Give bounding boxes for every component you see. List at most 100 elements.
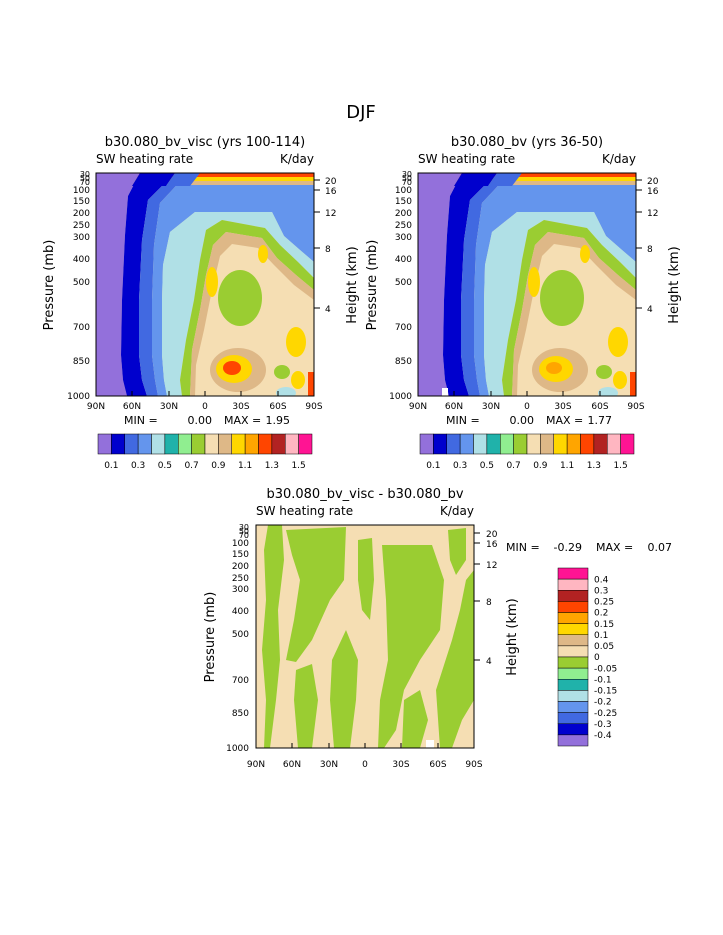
panel-2-max-label: MAX = — [546, 414, 583, 427]
colorbar-swatch — [298, 433, 313, 455]
panel-2-contour-fill — [598, 387, 618, 396]
x-tick-label: 30N — [320, 760, 338, 770]
colorbar-swatch — [446, 433, 461, 455]
colorbar-swatch — [486, 433, 501, 455]
x-tick-label: 30N — [482, 402, 500, 412]
panel-2-pressure-axis: 30 50 70 100 150 200 250 300 400 500 700… — [365, 170, 412, 402]
panel-3-contour-fill — [426, 740, 434, 748]
panel-3-contour-fill — [294, 664, 318, 748]
x-tick-label: 30S — [392, 760, 409, 770]
panel-3-min-label: MIN = — [506, 541, 540, 554]
colorbar-swatch — [124, 433, 139, 455]
panel-2-x-axis: 90N 60N 30N 0 30S 60S 90S — [409, 391, 645, 412]
page-title: DJF — [346, 102, 376, 123]
colorbar-label: 0.3 — [594, 586, 608, 596]
colorbar-swatch — [580, 433, 595, 455]
panel-3-units-label: K/day — [440, 504, 474, 518]
panel-2-contour-fill — [613, 371, 627, 389]
panel-1-contour-fill — [152, 173, 272, 396]
pressure-tick-label: 400 — [73, 255, 90, 265]
panel-2-height-axis: 20 16 12 8 4 Height (km) — [636, 177, 682, 324]
colorbar-label: 0.3 — [453, 461, 467, 471]
pressure-tick-label: 30 — [80, 170, 90, 179]
panel-1-height-axis: 20 16 12 8 4 Height (km) — [314, 177, 360, 324]
panel-3-y-axis-title: Pressure (mb) — [203, 592, 218, 683]
panel-2: b30.080_bv (yrs 36-50) SW heating rate K… — [365, 135, 682, 471]
colorbar-swatch — [419, 433, 434, 455]
panel-1-min-value: 0.00 — [188, 414, 213, 427]
colorbar-label: -0.05 — [594, 664, 617, 674]
height-tick-label: 12 — [325, 209, 336, 219]
panel-2-contour-fill — [580, 245, 590, 263]
x-tick-label: 90S — [627, 402, 644, 412]
x-tick-label: 0 — [202, 402, 208, 412]
panel-2-contour-fill — [596, 365, 612, 379]
x-tick-label: 90N — [87, 402, 105, 412]
panel-3-contour-fill — [402, 690, 428, 748]
colorbar-swatch — [557, 590, 589, 602]
colorbar-swatch — [557, 601, 589, 613]
panel-3-height-axis: 20 16 12 8 4 Height (km) — [474, 530, 520, 676]
pressure-tick-label: 700 — [232, 676, 249, 686]
colorbar-label: 0.7 — [506, 461, 520, 471]
pressure-tick-label: 70 — [80, 178, 90, 187]
pressure-tick-label: 400 — [232, 607, 249, 617]
height-tick-label: 4 — [486, 657, 492, 667]
colorbar-label: 1.5 — [291, 461, 305, 471]
panel-1-max-label: MAX = — [224, 414, 261, 427]
colorbar-swatch — [553, 433, 568, 455]
pressure-tick-label: 500 — [232, 630, 249, 640]
colorbar-swatch — [557, 634, 589, 647]
pressure-tick-label: 70 — [239, 531, 249, 540]
colorbar-label: 1.1 — [560, 461, 574, 471]
panel-1-contour-fill — [274, 365, 290, 379]
panel-2-contour-fill — [630, 372, 636, 396]
height-tick-label: 12 — [647, 209, 658, 219]
pressure-tick-label: 150 — [395, 197, 412, 207]
colorbar-swatch — [557, 578, 589, 591]
panel-1-contour-fill — [121, 173, 175, 396]
colorbar-label: 0 — [594, 653, 600, 663]
colorbar-swatch — [473, 433, 488, 455]
colorbar-swatch — [557, 679, 589, 691]
colorbar-label: -0.15 — [594, 687, 617, 697]
colorbar-label: -0.25 — [594, 709, 617, 719]
colorbar-label: 0.7 — [184, 461, 198, 471]
panel-2-contour-fill — [443, 173, 497, 396]
panel-2-contour-fill — [572, 173, 636, 262]
x-tick-label: 60N — [123, 402, 141, 412]
panel-2-min-label: MIN = — [446, 414, 480, 427]
colorbar-swatch — [557, 567, 589, 580]
pressure-tick-label: 700 — [73, 323, 90, 333]
pressure-tick-label: 100 — [73, 186, 90, 196]
colorbar-swatch — [557, 645, 589, 658]
colorbar-swatch — [285, 433, 299, 455]
panel-1-contour-fill — [96, 173, 140, 396]
panel-1-contour-fill — [291, 371, 305, 389]
pressure-tick-label: 850 — [232, 709, 249, 719]
panel-2-contour-fill — [528, 267, 540, 297]
colorbar-label: 0.9 — [533, 461, 548, 471]
colorbar-swatch — [178, 433, 192, 455]
panel-2-contour-fill — [608, 327, 628, 357]
panel-2-contour-fill — [540, 270, 584, 326]
panel-3-right-axis-title: Height (km) — [505, 598, 520, 675]
colorbar-swatch — [593, 433, 608, 455]
panel-3-contour-fill — [262, 525, 284, 748]
height-tick-label: 20 — [486, 530, 498, 540]
pressure-tick-label: 500 — [73, 278, 90, 288]
panel-1-right-axis-title: Height (km) — [345, 246, 360, 323]
colorbar-swatch — [607, 433, 621, 455]
colorbar-swatch — [557, 667, 589, 680]
colorbar-swatch — [540, 433, 554, 455]
colorbar-label: 0.15 — [594, 620, 614, 630]
panel-3-pressure-axis: 30 50 70 100 150 200 250 300 400 500 700… — [203, 523, 249, 754]
colorbar-swatch — [557, 690, 589, 702]
pressure-tick-label: 50 — [239, 527, 249, 536]
pressure-tick-label: 250 — [73, 221, 90, 231]
x-tick-label: 60S — [269, 402, 286, 412]
pressure-tick-label: 850 — [73, 357, 90, 367]
panel-1-contour-fill — [276, 387, 296, 396]
height-tick-label: 16 — [647, 187, 659, 197]
panel-1-contour-fill — [132, 173, 175, 186]
